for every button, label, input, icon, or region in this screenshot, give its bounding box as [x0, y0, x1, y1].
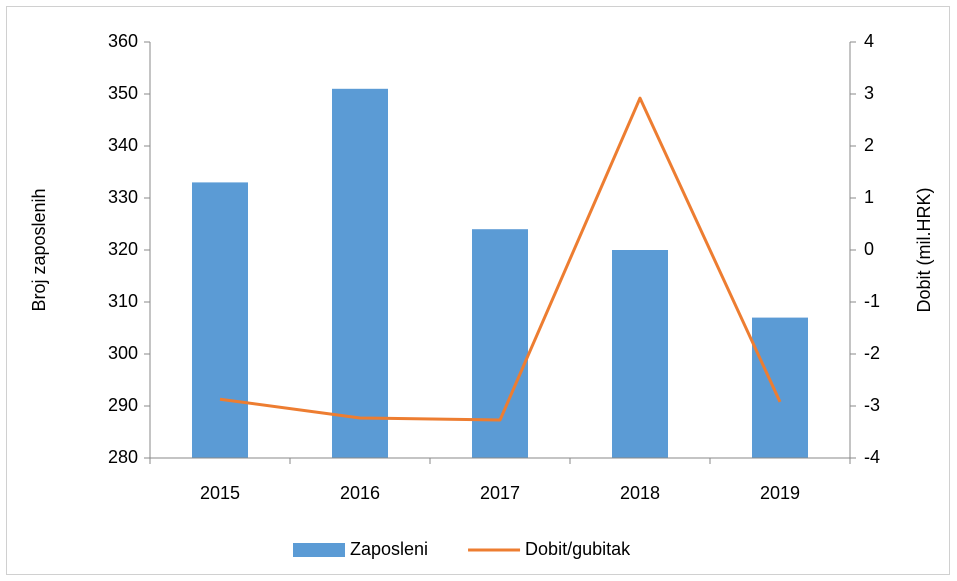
y2-tick-label: 4	[864, 31, 874, 51]
y-tick-label: 350	[108, 83, 138, 103]
y-tick-label: 320	[108, 239, 138, 259]
legend-label: Dobit/gubitak	[525, 539, 631, 559]
bar	[612, 250, 668, 458]
bar	[752, 317, 808, 458]
y2-tick-label: 1	[864, 187, 874, 207]
y-tick-label: 280	[108, 447, 138, 467]
y-tick-label: 310	[108, 291, 138, 311]
y-tick-label: 300	[108, 343, 138, 363]
x-tick-label: 2017	[480, 483, 520, 503]
y2-tick-label: 2	[864, 135, 874, 155]
legend-label: Zaposleni	[350, 539, 428, 559]
bar	[332, 88, 388, 459]
y-axis-label: Broj zaposlenih	[29, 188, 49, 311]
legend-swatch	[293, 543, 345, 557]
y-tick-label: 360	[108, 31, 138, 51]
y2-tick-label: 0	[864, 239, 874, 259]
y2-tick-label: -2	[864, 343, 880, 363]
x-tick-label: 2018	[620, 483, 660, 503]
line	[219, 96, 782, 422]
y2-tick-label: -3	[864, 395, 880, 415]
y-tick-label: 340	[108, 135, 138, 155]
x-tick-label: 2016	[340, 483, 380, 503]
y-tick-label: 290	[108, 395, 138, 415]
x-tick-label: 2015	[200, 483, 240, 503]
bar	[472, 229, 528, 458]
y2-axis-label: Dobit (mil.HRK)	[914, 187, 934, 312]
y2-tick-label: -1	[864, 291, 880, 311]
y2-tick-label: -4	[864, 447, 880, 467]
x-tick-label: 2019	[760, 483, 800, 503]
bar	[192, 182, 248, 458]
y-tick-label: 330	[108, 187, 138, 207]
y2-tick-label: 3	[864, 83, 874, 103]
